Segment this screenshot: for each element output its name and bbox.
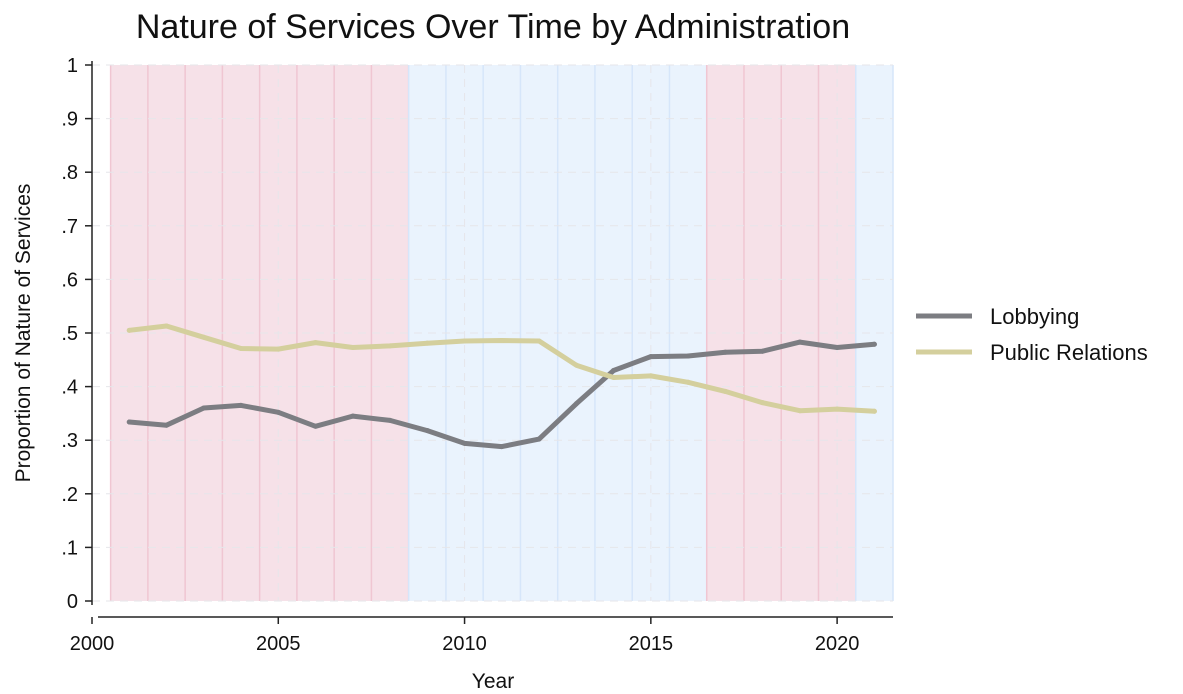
data-point-public-relations xyxy=(313,340,319,346)
y-tick-label: 0 xyxy=(67,591,78,613)
data-point-public-relations xyxy=(760,400,766,406)
data-point-public-relations xyxy=(499,338,505,344)
data-point-public-relations xyxy=(126,327,132,333)
data-point-lobbying xyxy=(834,344,840,350)
data-point-public-relations xyxy=(462,338,468,344)
y-tick-label: .9 xyxy=(61,109,78,131)
data-point-lobbying xyxy=(201,405,207,411)
data-point-lobbying xyxy=(126,419,132,425)
data-point-lobbying xyxy=(797,339,803,345)
data-point-public-relations xyxy=(164,323,170,329)
legend: Lobbying Public Relations xyxy=(916,304,1148,365)
x-axis-title: Year xyxy=(472,670,514,693)
data-point-public-relations xyxy=(573,362,579,368)
x-tick-label: 2015 xyxy=(629,633,674,655)
data-point-public-relations xyxy=(722,388,728,394)
y-tick-label: .7 xyxy=(61,216,78,238)
data-point-lobbying xyxy=(760,348,766,354)
chart-title: Nature of Services Over Time by Administ… xyxy=(136,8,850,46)
data-point-lobbying xyxy=(350,413,356,419)
data-point-lobbying xyxy=(387,417,393,423)
data-point-lobbying xyxy=(462,440,468,446)
y-tick-label: .6 xyxy=(61,269,78,291)
data-point-public-relations xyxy=(350,344,356,350)
data-point-lobbying xyxy=(275,409,281,415)
band-democratic-3 xyxy=(855,65,893,601)
x-tick-label: 2020 xyxy=(815,633,860,655)
data-point-lobbying xyxy=(685,353,691,359)
data-point-public-relations xyxy=(611,374,617,380)
x-tick-label: 2010 xyxy=(442,633,487,655)
data-point-lobbying xyxy=(499,444,505,450)
y-tick-label: .3 xyxy=(61,430,78,452)
legend-label-public-relations: Public Relations xyxy=(990,340,1148,365)
data-point-lobbying xyxy=(573,401,579,407)
y-tick-label: .4 xyxy=(61,377,78,399)
legend-label-lobbying: Lobbying xyxy=(990,304,1079,329)
data-point-lobbying xyxy=(424,428,430,434)
data-point-public-relations xyxy=(201,334,207,340)
x-tick-label: 2000 xyxy=(70,633,115,655)
data-point-lobbying xyxy=(611,368,617,374)
data-point-public-relations xyxy=(685,379,691,385)
y-tick-label: 1 xyxy=(67,55,78,77)
axes: 0 .1 .2 .3 .4 .5 .6 .7 .8 .9 1 2000 2005 2010 2015 2020 xyxy=(61,55,893,655)
data-point-public-relations xyxy=(834,406,840,412)
y-tick-label: .2 xyxy=(61,484,78,506)
series-lines xyxy=(126,323,877,450)
data-point-lobbying xyxy=(536,436,542,442)
data-point-lobbying xyxy=(313,423,319,429)
data-point-public-relations xyxy=(275,346,281,352)
data-point-lobbying xyxy=(164,422,170,428)
data-point-public-relations xyxy=(387,343,393,349)
data-point-public-relations xyxy=(424,340,430,346)
y-axis-title: Proportion of Nature of Services xyxy=(12,184,35,483)
data-point-public-relations xyxy=(797,408,803,414)
data-point-lobbying xyxy=(722,349,728,355)
data-point-lobbying xyxy=(871,341,877,347)
y-tick-label: .1 xyxy=(61,537,78,559)
y-tick-label: .8 xyxy=(61,162,78,184)
data-point-public-relations xyxy=(536,338,542,344)
data-point-public-relations xyxy=(238,346,244,352)
data-point-public-relations xyxy=(648,373,654,379)
data-point-lobbying xyxy=(648,354,654,360)
data-point-public-relations xyxy=(871,408,877,414)
x-tick-label: 2005 xyxy=(256,633,301,655)
data-point-lobbying xyxy=(238,402,244,408)
y-tick-label: .5 xyxy=(61,323,78,345)
